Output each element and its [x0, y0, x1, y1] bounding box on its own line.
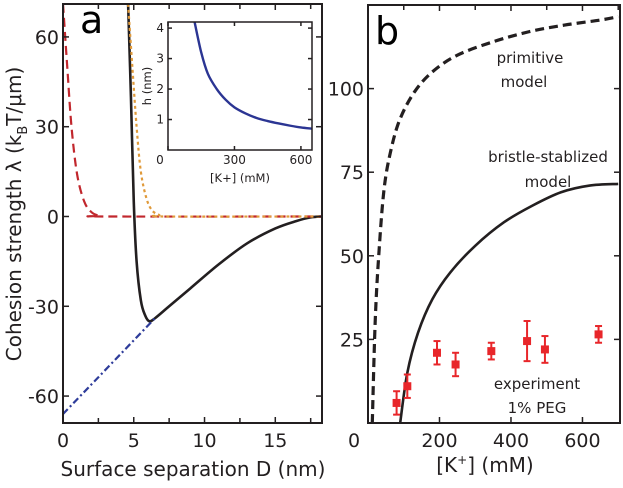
y-tick-label: -60 — [28, 386, 59, 408]
series-line — [398, 182, 619, 423]
panel-a-frame — [62, 3, 323, 424]
inset-frame — [167, 21, 313, 151]
x-tick-label: 200 — [421, 430, 457, 452]
y-tick-label: 100 — [328, 79, 364, 101]
y-tick-label: 50 — [340, 246, 364, 268]
series-line — [126, 4, 322, 323]
data-point — [432, 340, 441, 366]
inset-line — [193, 22, 312, 130]
y-tick-label: 4 — [156, 21, 164, 35]
x-tick-label: 15 — [263, 430, 287, 452]
y-tick-label: 0 — [47, 206, 59, 228]
x-tick-label: 5 — [128, 430, 140, 452]
series-line — [370, 15, 619, 423]
data-point — [403, 373, 412, 399]
y-tick-label: 30 — [35, 117, 59, 139]
y-tick-label: 75 — [340, 162, 364, 184]
annotation-bristle-line2: model — [525, 173, 572, 191]
panel-b-ticks: 0 200 400 600 25 50 75 100 — [328, 5, 620, 452]
panel-a-plot-area — [63, 4, 322, 415]
series-line — [127, 4, 322, 218]
panel-a-x-axis-title: Surface separation D (nm) — [61, 457, 326, 481]
x-tick-label: 400 — [493, 430, 529, 452]
y-tick-label: 25 — [340, 329, 364, 351]
x-tick-label: 600 — [289, 153, 312, 167]
panel-a-y-axis-title: Cohesion strength λ (kBT/μm) — [2, 67, 31, 362]
data-point — [487, 341, 496, 361]
data-point — [451, 351, 460, 378]
panel-b-x-axis-title: [K+] (mM) — [436, 453, 534, 477]
series-line — [63, 317, 156, 415]
x-tick-label: 0 — [348, 430, 360, 452]
y-tick-label: 1 — [156, 113, 164, 127]
x-tick-label: 0 — [156, 153, 164, 167]
data-point — [594, 325, 603, 344]
inset-chart: 0 300 600 1 2 3 4 [K+] (mM) h (nm) — [140, 21, 313, 185]
annotation-experiment-line1: experiment — [494, 375, 580, 393]
x-tick-label: 0 — [57, 430, 69, 452]
annotation-bristle-line1: bristle-stablized — [488, 148, 608, 166]
y-tick-label: -30 — [28, 296, 59, 318]
y-tick-label: 2 — [156, 82, 164, 96]
annotation-primitive-line1: primitive — [497, 49, 564, 67]
series-line — [63, 4, 322, 218]
panel-b-label: b — [375, 9, 399, 53]
panel-b-frame — [367, 4, 621, 424]
x-tick-label: 10 — [192, 430, 216, 452]
panel-a-label: a — [80, 0, 103, 42]
inset-y-axis-title: h (nm) — [140, 67, 154, 105]
panel-b-plot-area — [370, 15, 619, 423]
panel-b: 0 200 400 600 25 50 75 100 b primitive model br… — [328, 4, 621, 477]
data-point — [523, 320, 532, 363]
y-tick-label: 60 — [35, 27, 59, 49]
annotation-primitive-line2: model — [501, 73, 548, 91]
annotation-experiment-line2: 1% PEG — [508, 399, 567, 417]
data-point — [392, 390, 401, 416]
inset-x-axis-title: [K+] (mM) — [210, 171, 270, 185]
data-point — [540, 335, 549, 364]
x-tick-label: 600 — [564, 430, 600, 452]
inset-plot-area — [193, 22, 312, 130]
inset-ticks: 0 300 600 1 2 3 4 — [156, 21, 312, 167]
y-tick-label: 3 — [156, 52, 164, 66]
x-tick-label: 300 — [223, 153, 246, 167]
